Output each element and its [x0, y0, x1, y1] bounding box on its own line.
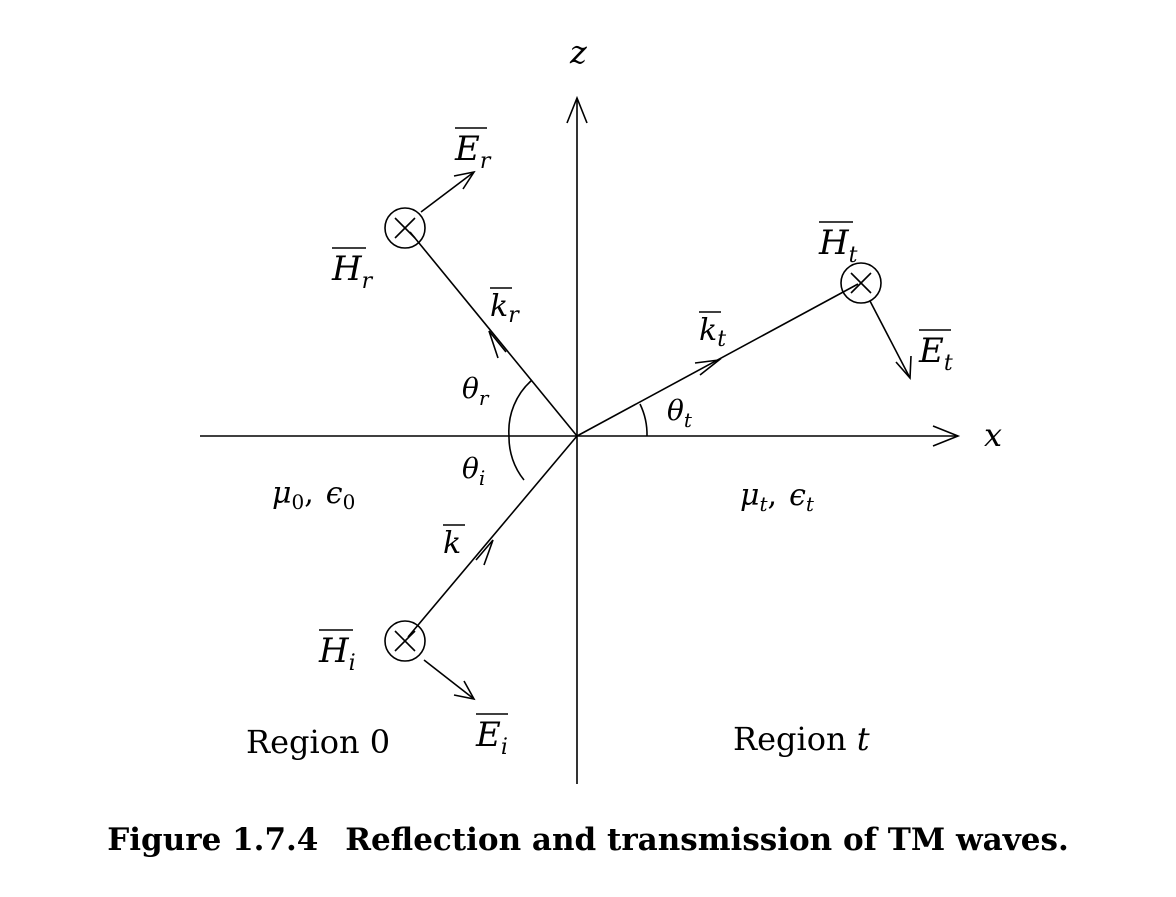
e-transmitted-arrow — [869, 300, 911, 379]
theta-t-label: θt — [667, 394, 693, 432]
theta-r-arc — [508, 379, 533, 437]
reflected-ray — [409, 231, 578, 437]
transmitted-ray-arrowhead — [694, 358, 722, 376]
h-reflected-label: Hr — [331, 249, 374, 294]
e-transmitted-arrowhead — [895, 355, 912, 381]
k-transmitted-label: kt — [699, 313, 726, 352]
e-incident-label: Ei — [475, 715, 508, 760]
e-reflected-arrow — [420, 171, 475, 213]
e-transmitted-label: Et — [918, 331, 953, 376]
e-incident-arrowhead — [453, 680, 476, 701]
h-reflected-symbol — [384, 207, 426, 249]
theta-i-label: θi — [462, 452, 485, 490]
incident-ray-arrowhead — [475, 539, 494, 566]
figure-number: Figure 1.7.4 — [107, 822, 319, 858]
reflected-ray-arrowhead — [488, 330, 507, 359]
figure-caption: Figure 1.7.4 Reflection and transmission… — [0, 822, 1176, 858]
h-transmitted-symbol — [840, 262, 882, 304]
x-axis-label: x — [984, 416, 1002, 454]
e-reflected-label: Er — [454, 129, 492, 174]
z-axis-label: z — [569, 33, 588, 71]
incident-ray — [407, 435, 578, 638]
theta-r-label: θr — [462, 372, 490, 410]
theta-i-arc — [508, 435, 525, 481]
h-incident-label: Hi — [318, 631, 356, 676]
h-transmitted-label: Ht — [818, 223, 858, 268]
region0-name: Region 0 — [246, 723, 390, 761]
theta-t-arc — [639, 403, 648, 437]
regiont-name: Region t — [733, 720, 870, 758]
e-incident-arrow — [423, 659, 475, 700]
regiont-medium-label: μt, ϵt — [740, 478, 815, 516]
figure-caption-text: Reflection and transmission of TM waves. — [345, 822, 1069, 858]
tm-wave-diagram: z x Er Hr kr θr Ht kt Et θt θi k Hi Ei μ… — [200, 33, 1002, 784]
z-axis-arrowhead — [566, 95, 588, 124]
h-incident-symbol — [384, 620, 426, 662]
region0-medium-label: μ0, ϵ0 — [272, 476, 355, 514]
k-incident-label: k — [443, 526, 461, 561]
e-reflected-arrowhead — [453, 170, 476, 190]
x-axis-arrowhead — [932, 425, 961, 447]
k-reflected-label: kr — [490, 289, 520, 328]
